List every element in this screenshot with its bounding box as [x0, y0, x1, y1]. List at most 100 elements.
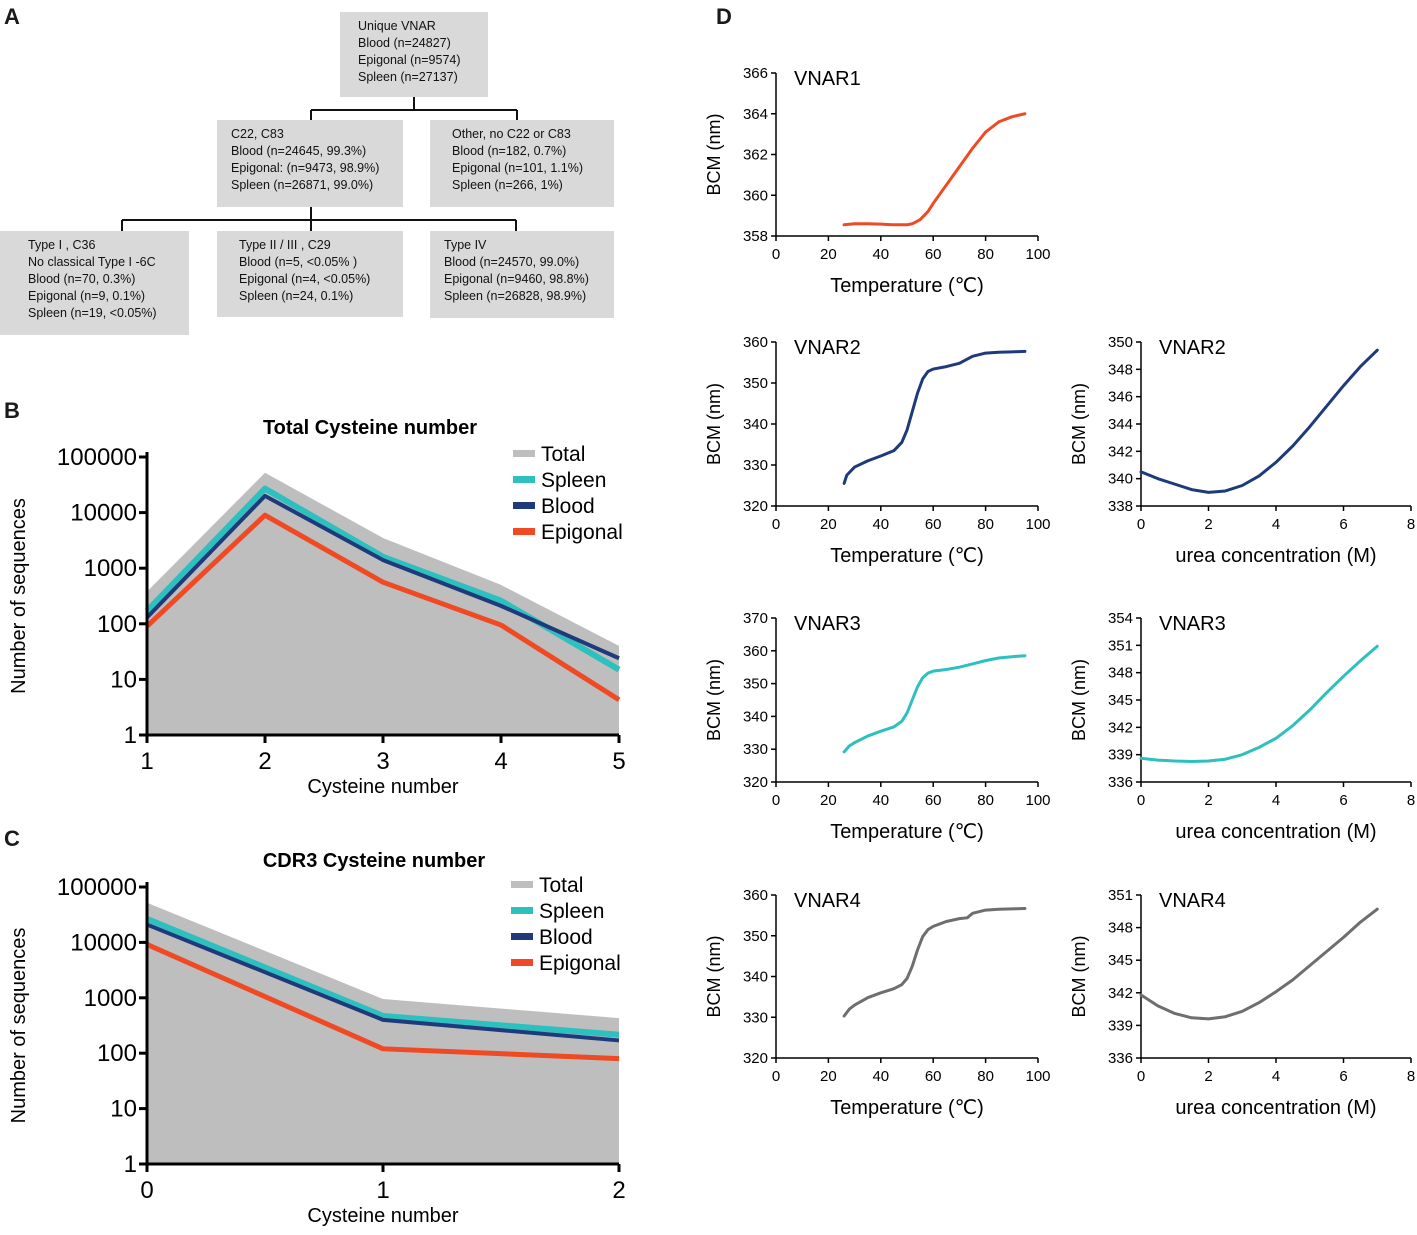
cdr3-cysteine-chart: CDR3 Cysteine number11010010001000010000…	[8, 850, 626, 1227]
y-axis-label: BCM (nm)	[704, 936, 724, 1018]
x-tick-label: 60	[925, 516, 942, 533]
x-tick-label: 4	[494, 748, 507, 775]
vnar3-temperature-chart: 320 330 340 350 360 370 0 20 40 60 80 100 VNAR3 Tempe…	[704, 610, 1050, 843]
y-tick-label: 354	[1108, 610, 1133, 627]
tree-line: Other, no C22 or C83	[452, 127, 571, 141]
tree-node-type-2-3: Type II / III , C29 Blood (n=5, <0.05% )…	[217, 231, 403, 317]
legend-swatch-blood	[513, 502, 535, 509]
legend-label-epigonal: Epigonal	[539, 952, 621, 975]
y-tick-label: 340	[743, 708, 768, 725]
legend-label-spleen: Spleen	[541, 469, 606, 492]
y-tick-label: 1	[124, 1151, 137, 1178]
data-line	[1139, 907, 1379, 1021]
x-tick-label: 80	[977, 1068, 994, 1085]
y-tick-label: 348	[1108, 920, 1133, 937]
chart-title: VNAR2	[794, 337, 861, 359]
legend-label-epigonal: Epigonal	[541, 521, 623, 544]
x-tick-label: 6	[1339, 1068, 1347, 1085]
total-cysteine-chart: Total Cysteine number 1 10 100 1000 10000 1000…	[8, 417, 626, 798]
y-tick-label: 358	[743, 228, 768, 245]
legend-label-spleen: Spleen	[539, 900, 604, 923]
legend-label-blood: Blood	[541, 495, 595, 518]
series-line-epigonal	[145, 512, 621, 702]
y-tick-label: 366	[743, 65, 768, 82]
y-tick-label: 330	[743, 457, 768, 474]
tree-node-c22-c83: C22, C83 Blood (n=24645, 99.3%) Epigonal…	[217, 120, 403, 207]
y-tick-label: 362	[743, 147, 768, 164]
y-tick-label: 345	[1108, 692, 1133, 709]
y-tick-label: 350	[743, 928, 768, 945]
x-axis-label: Temperature (℃)	[830, 1097, 984, 1119]
panel-letter-d: D	[716, 4, 732, 29]
x-tick-label: 40	[872, 1068, 889, 1085]
x-axis-label: Cysteine number	[307, 1205, 459, 1227]
legend-swatch-total	[513, 450, 535, 457]
x-axis-label: Temperature (℃)	[830, 275, 984, 297]
chart-title: VNAR3	[1159, 613, 1226, 635]
tree-line: C22, C83	[231, 127, 284, 141]
y-tick-label: 351	[1108, 887, 1133, 904]
y-tick-label: 360	[743, 334, 768, 351]
vnar2-temperature-chart: 320 330 340 350 360 0 20 40 60 80 100 VNAR2 Temperat…	[704, 334, 1050, 567]
tree-node-type-4: Type IV Blood (n=24570, 99.0%) Epigonal …	[430, 231, 614, 318]
y-tick-label: 344	[1108, 416, 1133, 433]
tree-line: Spleen (n=26828, 98.9%)	[444, 289, 587, 303]
x-tick-label: 0	[772, 1068, 780, 1085]
legend-swatch-epigonal	[513, 528, 535, 535]
x-tick-label: 0	[1137, 1068, 1145, 1085]
x-tick-label: 2	[258, 748, 271, 775]
y-tick-label: 320	[743, 774, 768, 791]
tree-line: Epigonal (n=9574)	[358, 53, 461, 67]
y-tick-label: 348	[1108, 361, 1133, 378]
legend-swatch-total	[511, 881, 533, 888]
y-tick-label: 364	[743, 106, 768, 123]
tree-line: Blood (n=5, <0.05% )	[239, 255, 358, 269]
tree-line: Spleen (n=24, 0.1%)	[239, 289, 354, 303]
tree-line: Epigonal: (n=9473, 98.9%)	[231, 161, 380, 175]
y-axis-label: BCM (nm)	[704, 383, 724, 465]
y-tick-label: 350	[1108, 334, 1133, 351]
tree-line: Epigonal (n=4, <0.05%)	[239, 272, 371, 286]
x-tick-label: 2	[1204, 516, 1212, 533]
chart-title: VNAR3	[794, 613, 861, 635]
vnar2-urea-chart: 338 340 342 344 346 348 350 0 2 4 6 8 VNAR2 urea conc…	[1069, 334, 1415, 567]
legend-swatch-spleen	[511, 907, 533, 914]
tree-line: Blood (n=24570, 99.0%)	[444, 255, 580, 269]
tree-line: Spleen (n=26871, 99.0%)	[231, 178, 374, 192]
tree-line: No classical Type I -6C	[28, 255, 156, 269]
x-tick-label: 20	[820, 516, 837, 533]
y-axis-label: BCM (nm)	[1069, 659, 1089, 741]
chart-title: VNAR1	[794, 68, 861, 90]
y-tick-label: 100	[97, 611, 137, 638]
x-tick-label: 1	[376, 1177, 389, 1204]
data-line	[842, 112, 1027, 227]
tree-line: Spleen (n=266, 1%)	[452, 178, 563, 192]
data-line	[842, 654, 1027, 754]
tree-connectors	[121, 97, 518, 231]
x-tick-label: 6	[1339, 516, 1347, 533]
chart-title: VNAR4	[1159, 890, 1226, 912]
x-tick-label: 0	[1137, 516, 1145, 533]
panel-letter-c: C	[4, 826, 20, 851]
tree-line: Spleen (n=27137)	[358, 70, 458, 84]
panel-letter-a: A	[4, 4, 20, 29]
x-tick-label: 2	[612, 1177, 625, 1204]
y-tick-label: 339	[1108, 1017, 1133, 1034]
x-tick-label: 5	[612, 748, 625, 775]
y-tick-label: 1	[124, 722, 137, 749]
y-tick-label: 330	[743, 741, 768, 758]
x-tick-label: 20	[820, 792, 837, 809]
series-line-blood	[146, 922, 620, 1043]
x-axis-label: urea concentration (M)	[1175, 821, 1376, 843]
x-tick-label: 4	[1272, 792, 1280, 809]
tree-line: Blood (n=182, 0.7%)	[452, 144, 567, 158]
tree-line: Type IV	[444, 238, 487, 252]
x-tick-label: 0	[772, 792, 780, 809]
y-tick-label: 350	[743, 375, 768, 392]
y-tick-label: 1000	[84, 985, 137, 1012]
y-axis-label: BCM (nm)	[1069, 936, 1089, 1018]
x-tick-label: 40	[872, 516, 889, 533]
legend-swatch-blood	[511, 933, 533, 940]
y-axis-label: Number of sequences	[8, 498, 30, 694]
y-axis-label: BCM (nm)	[704, 114, 724, 196]
